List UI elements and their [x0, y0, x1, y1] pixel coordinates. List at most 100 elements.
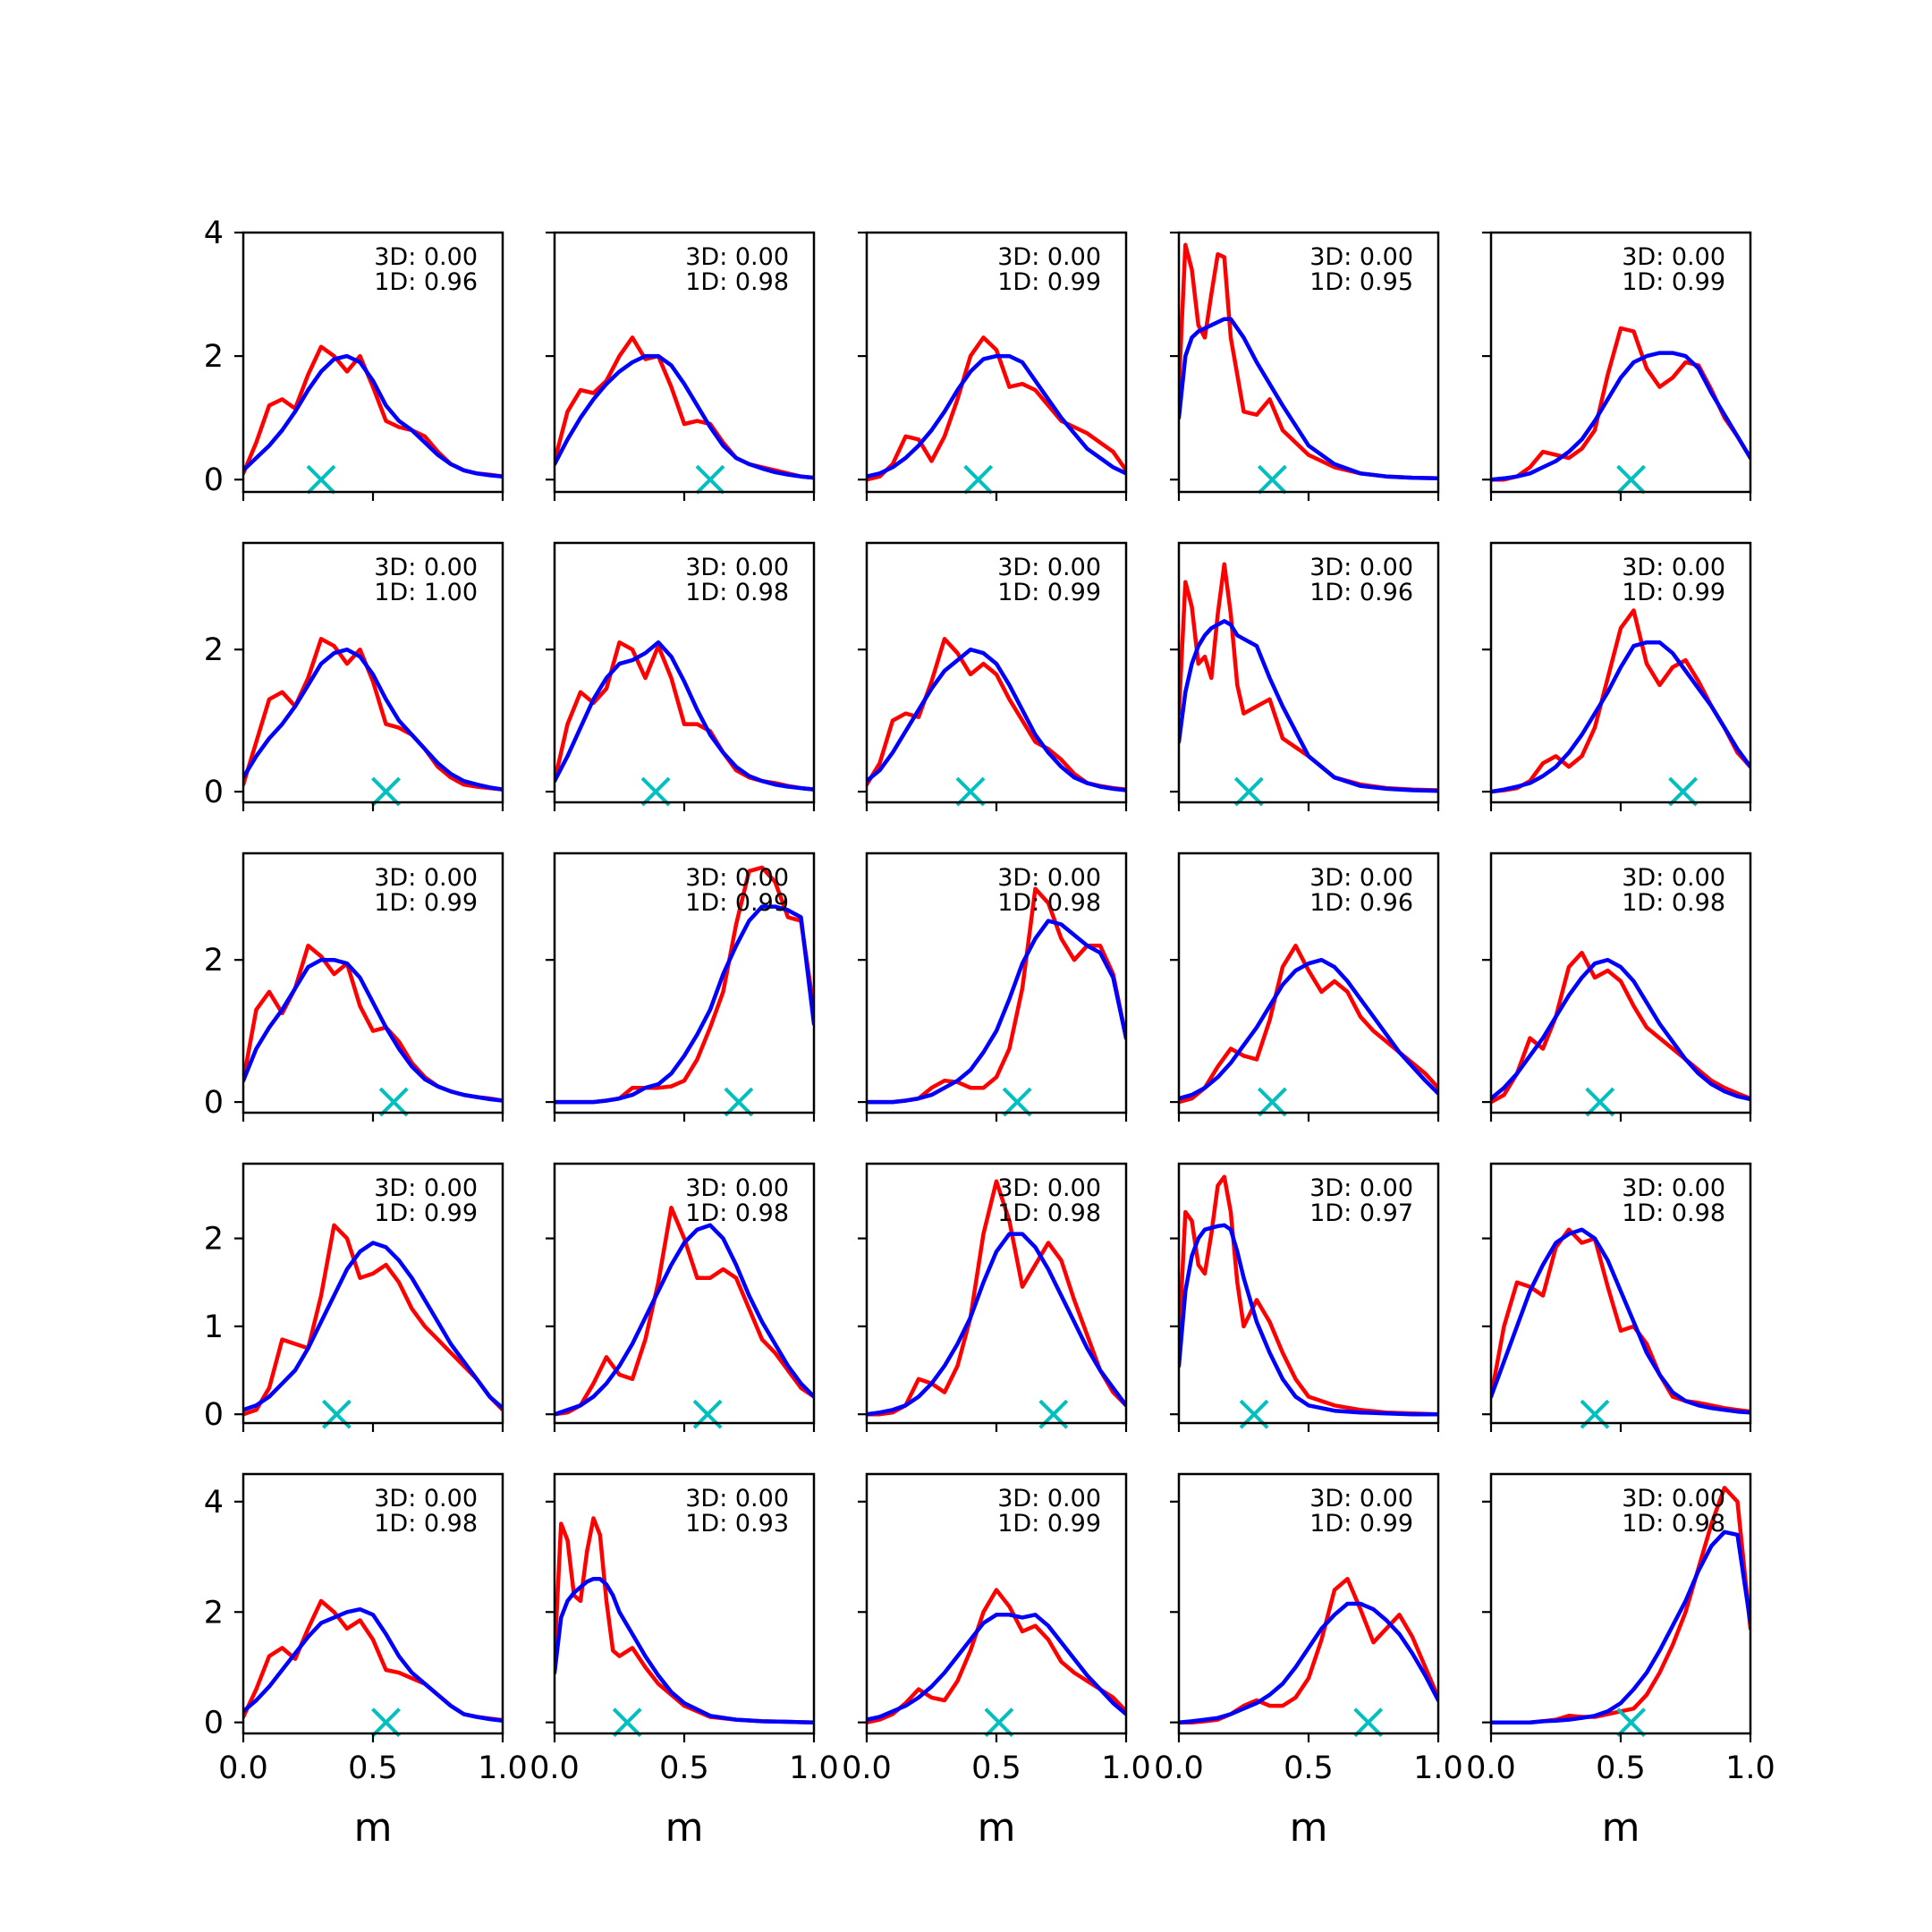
blue-curve: [555, 353, 814, 480]
blue-curve: [1491, 1227, 1750, 1415]
x-tick-label: 1.0: [1413, 1750, 1463, 1786]
y-tick-label: 0: [204, 1085, 224, 1121]
x-axis-label: m: [354, 1805, 393, 1851]
x-tick-label: 0.5: [1284, 1750, 1334, 1786]
x-tick-label: 0.0: [218, 1750, 268, 1786]
x-marker: [1353, 1707, 1384, 1738]
annotation-line-1: 3D: 0.00: [997, 1485, 1101, 1513]
blue-curve: [243, 353, 503, 479]
annotation-line-2: 1D: 0.99: [997, 268, 1101, 296]
x-axis-label: m: [978, 1805, 1016, 1851]
x-axis-label: m: [1602, 1805, 1640, 1851]
x-tick-label: 0.0: [530, 1750, 580, 1786]
x-marker: [1616, 464, 1647, 495]
y-tick-label: 0: [204, 775, 224, 810]
annotation-line-2: 1D: 0.97: [1309, 1199, 1413, 1227]
annotation-line-1: 3D: 0.00: [1622, 243, 1725, 271]
x-tick-label: 1.0: [1101, 1750, 1151, 1786]
red-curve: [243, 1223, 503, 1417]
annotation-line-2: 1D: 0.99: [997, 579, 1101, 606]
x-tick-label: 0.5: [659, 1750, 709, 1786]
x-marker: [1257, 464, 1287, 495]
annotation-line-2: 1D: 0.99: [1622, 579, 1725, 606]
annotation-line-1: 3D: 0.00: [1309, 554, 1413, 581]
x-axis-label: m: [665, 1805, 704, 1851]
blue-curve: [243, 957, 503, 1103]
x-tick-label: 1.0: [789, 1750, 839, 1786]
annotation-line-1: 3D: 0.00: [374, 1485, 478, 1513]
x-tick-label: 0.0: [1154, 1750, 1204, 1786]
blue-curve: [867, 1232, 1126, 1417]
x-marker: [1002, 1087, 1032, 1117]
red-curve: [555, 1205, 814, 1417]
x-marker: [695, 464, 725, 495]
blue-curve: [867, 919, 1126, 1105]
blue-curve: [555, 1576, 814, 1724]
annotation-line-2: 1D: 0.96: [374, 268, 478, 296]
blue-curve: [867, 1613, 1126, 1722]
x-marker: [378, 1087, 409, 1117]
x-marker: [640, 776, 671, 807]
annotation-line-1: 3D: 0.00: [1309, 243, 1413, 271]
annotation-line-2: 1D: 0.99: [1309, 1510, 1413, 1538]
annotation-line-1: 3D: 0.00: [1622, 1174, 1725, 1202]
red-curve: [1491, 1227, 1750, 1414]
annotation-line-1: 3D: 0.00: [1622, 1485, 1725, 1513]
y-tick-label: 2: [204, 943, 224, 979]
y-tick-label: 2: [204, 632, 224, 668]
annotation-line-2: 1D: 0.98: [997, 1199, 1101, 1227]
blue-curve: [243, 1241, 503, 1412]
annotation-line-1: 3D: 0.00: [997, 554, 1101, 581]
annotation-line-1: 3D: 0.00: [685, 554, 789, 581]
blue-curve: [867, 647, 1126, 792]
annotation-line-1: 3D: 0.00: [997, 864, 1101, 892]
x-tick-label: 0.5: [1596, 1750, 1646, 1786]
annotation-line-2: 1D: 0.99: [685, 889, 789, 917]
x-marker: [1585, 1087, 1615, 1117]
y-tick-label: 2: [204, 1222, 224, 1258]
annotation-line-2: 1D: 0.98: [1622, 889, 1725, 917]
annotation-line-1: 3D: 0.00: [997, 1174, 1101, 1202]
x-tick-label: 0.5: [971, 1750, 1021, 1786]
y-tick-label: 2: [204, 1595, 224, 1631]
blue-curve: [555, 1223, 814, 1417]
y-tick-label: 2: [204, 339, 224, 375]
y-tick-label: 1: [204, 1309, 224, 1345]
annotation-line-1: 3D: 0.00: [685, 243, 789, 271]
annotation-line-2: 1D: 0.95: [1309, 268, 1413, 296]
red-curve: [1491, 950, 1750, 1105]
annotation-line-2: 1D: 0.98: [1622, 1510, 1725, 1538]
annotation-line-1: 3D: 0.00: [685, 1485, 789, 1513]
x-marker: [1257, 1087, 1287, 1117]
annotation-line-1: 3D: 0.00: [374, 864, 478, 892]
annotation-line-2: 1D: 0.93: [685, 1510, 789, 1538]
x-tick-label: 0.5: [348, 1750, 398, 1786]
x-marker: [371, 1707, 401, 1738]
annotation-line-2: 1D: 1.00: [374, 579, 478, 606]
blue-curve: [1491, 1530, 1750, 1724]
red-curve: [867, 1588, 1126, 1724]
blue-curve: [555, 904, 814, 1105]
x-marker: [306, 464, 336, 495]
annotation-line-2: 1D: 0.96: [1309, 579, 1413, 606]
y-tick-label: 0: [204, 1397, 224, 1433]
annotation-line-2: 1D: 0.98: [685, 579, 789, 606]
annotation-line-1: 3D: 0.00: [374, 243, 478, 271]
y-tick-label: 4: [204, 216, 224, 251]
annotation-line-1: 3D: 0.00: [685, 1174, 789, 1202]
blue-curve: [1491, 957, 1750, 1102]
